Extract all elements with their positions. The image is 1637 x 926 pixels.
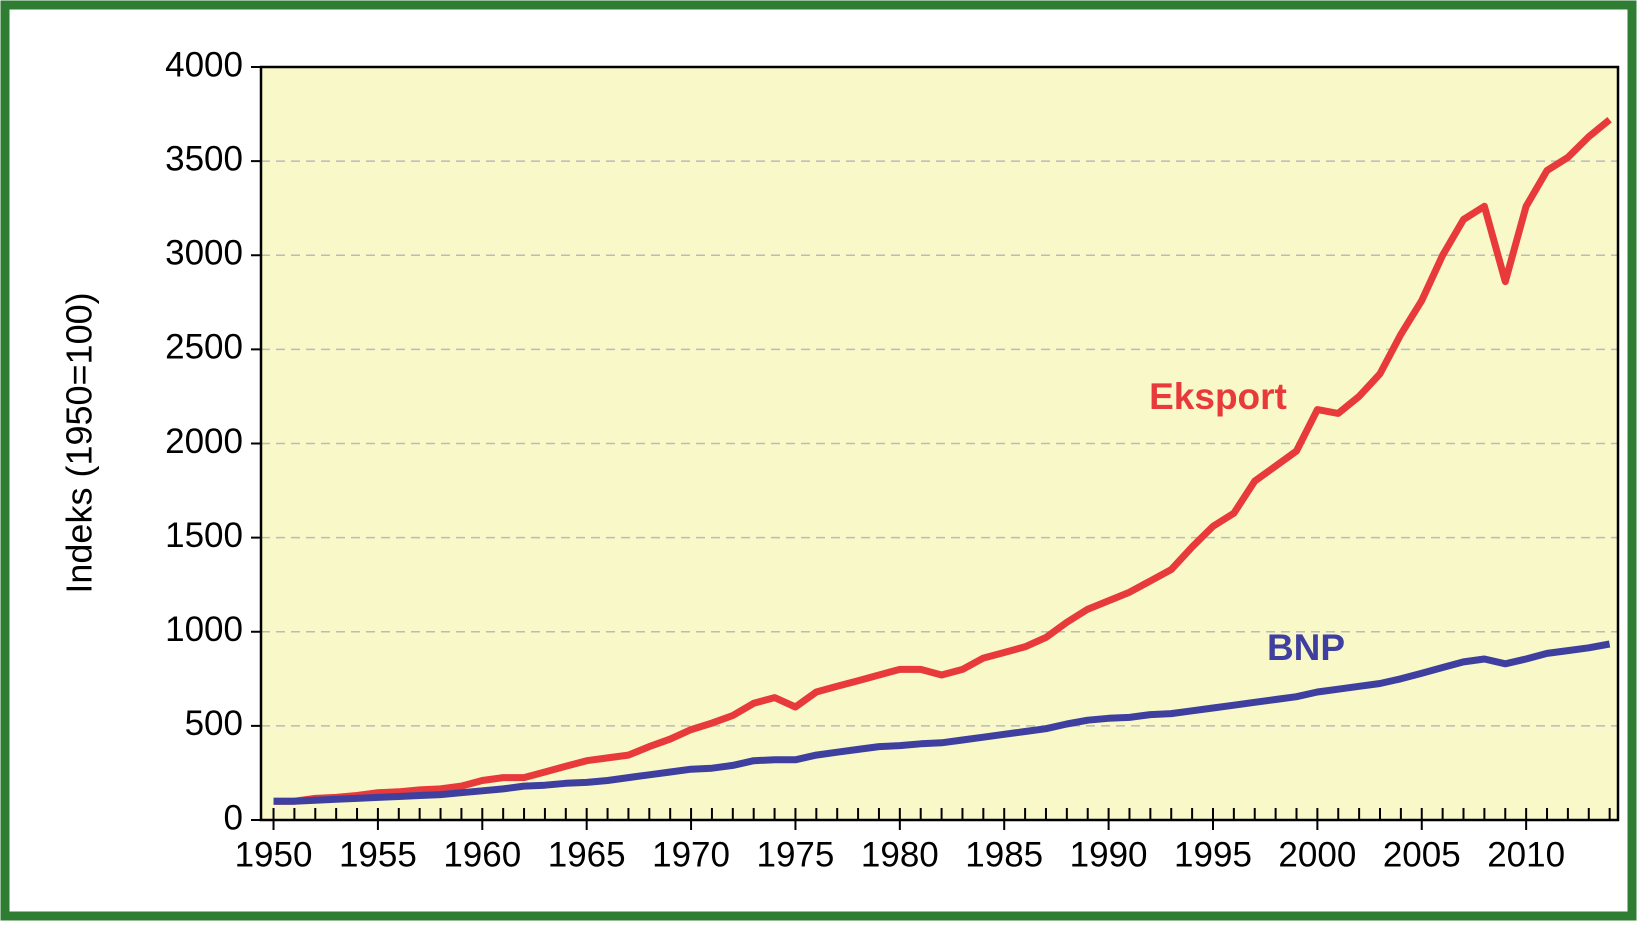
- y-axis-label: Indeks (1950=100): [59, 292, 100, 593]
- y-tick-label: 3500: [165, 139, 243, 178]
- x-tick-label: 1990: [1070, 835, 1148, 874]
- x-tick-label: 1980: [861, 835, 939, 874]
- x-tick-label: 2010: [1487, 835, 1565, 874]
- series-label: Eksport: [1149, 376, 1287, 417]
- y-tick-label: 2500: [165, 328, 243, 367]
- x-tick-label: 1960: [443, 835, 521, 874]
- x-tick-label: 1975: [757, 835, 835, 874]
- y-tick-label: 0: [224, 798, 243, 837]
- x-tick-label: 1995: [1174, 835, 1252, 874]
- line-series: [273, 640, 1611, 805]
- y-tick-label: 4000: [165, 45, 243, 84]
- series-label: BNP: [1267, 627, 1345, 668]
- y-tick-label: 1000: [165, 610, 243, 649]
- x-tick-label: 1965: [548, 835, 626, 874]
- x-tick-label: 1985: [965, 835, 1043, 874]
- y-tick-label: 500: [185, 704, 243, 743]
- y-tick-label: 3000: [165, 234, 243, 273]
- x-tick-label: 1950: [235, 835, 313, 874]
- x-tick-label: 1955: [339, 835, 417, 874]
- x-tick-label: 1970: [652, 835, 730, 874]
- y-tick-label: 2000: [165, 422, 243, 461]
- x-tick-label: 2005: [1383, 835, 1461, 874]
- x-tick-label: 2000: [1278, 835, 1356, 874]
- y-tick-label: 1500: [165, 516, 243, 555]
- line-series: [273, 116, 1612, 805]
- plot-border: [259, 65, 1620, 822]
